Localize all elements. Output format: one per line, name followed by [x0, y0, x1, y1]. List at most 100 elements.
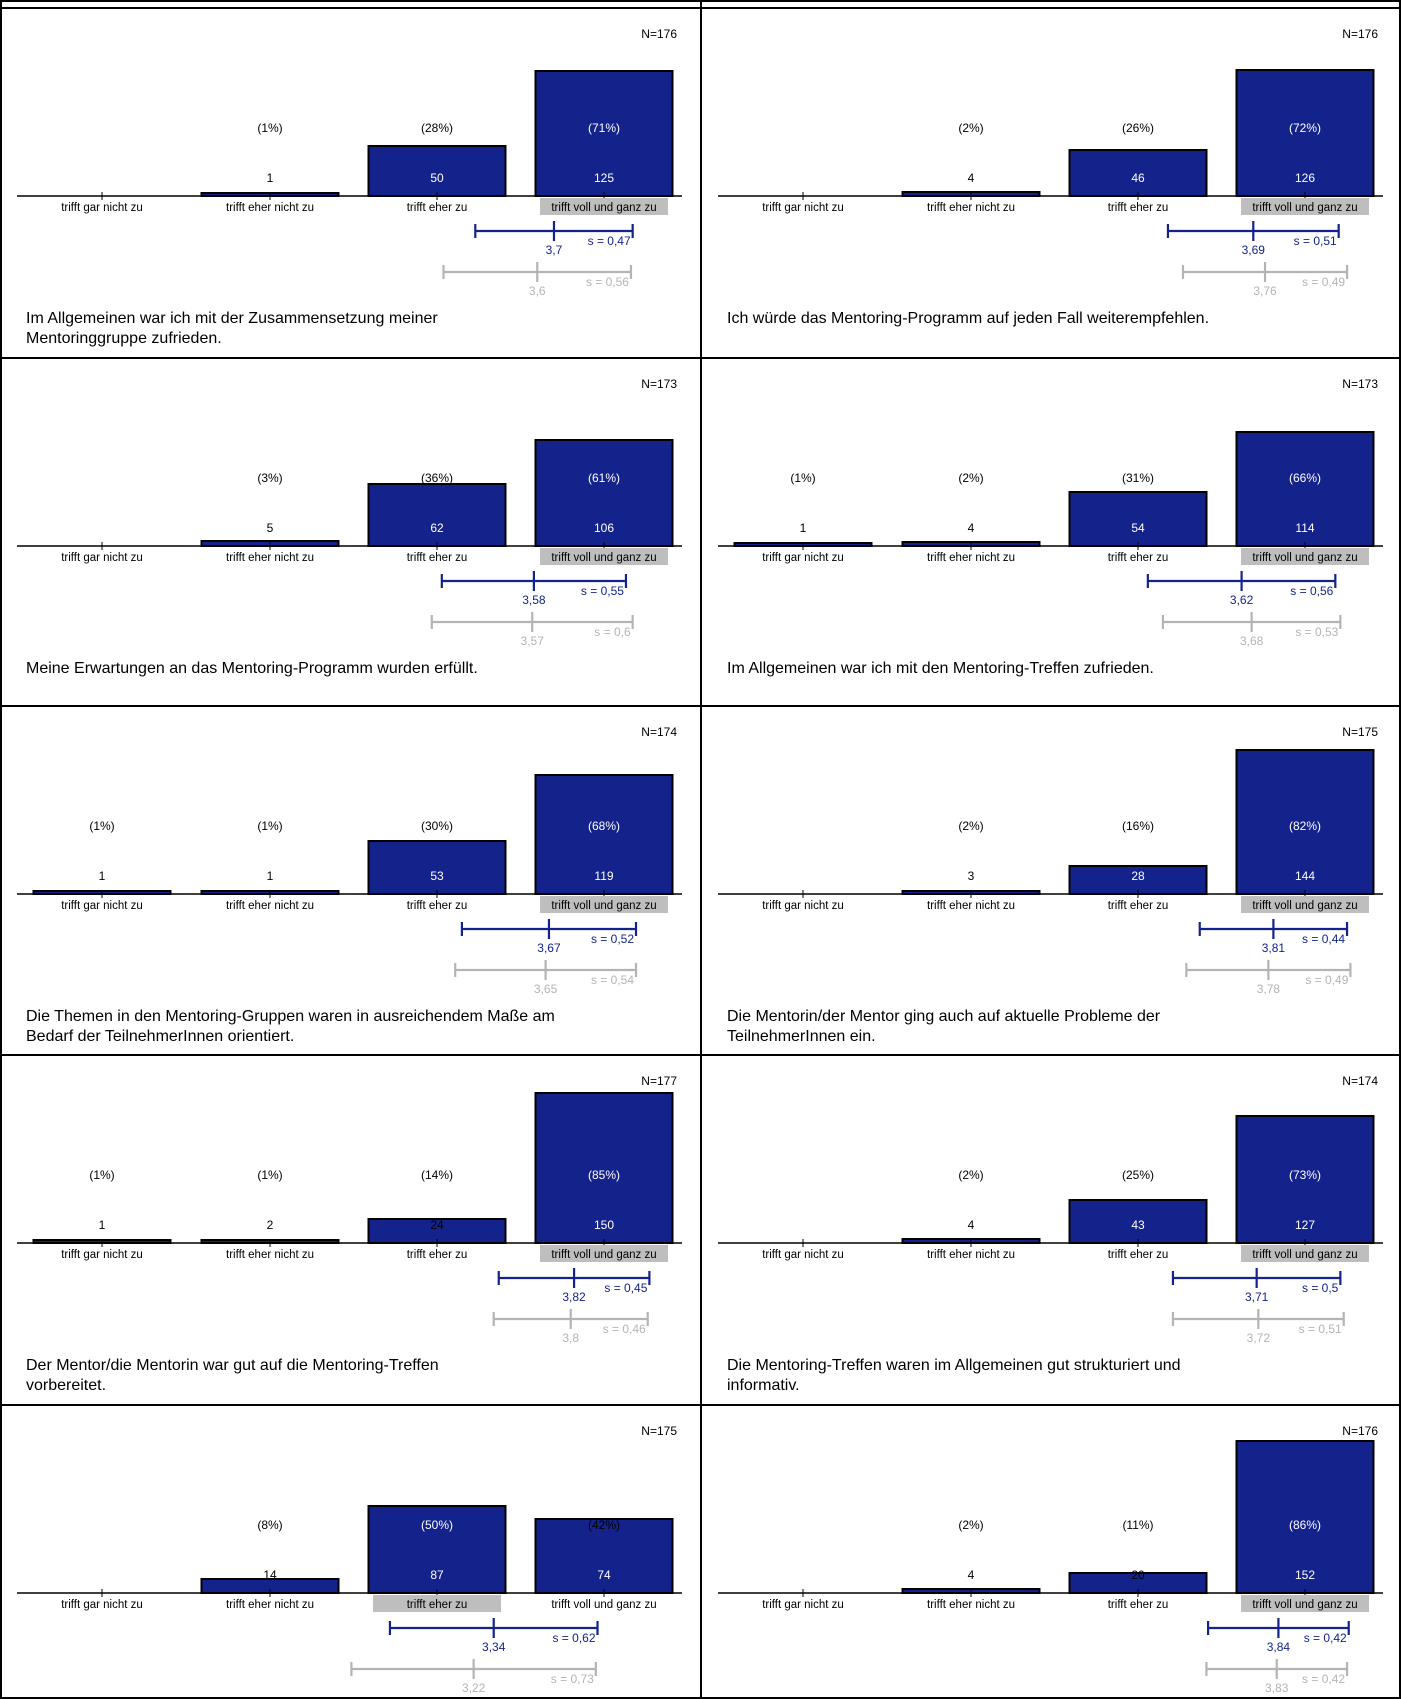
count-label: 3 [968, 869, 975, 883]
category-label: trifft eher nicht zu [226, 1599, 314, 1611]
comparison-sd-label: s = 0,54 [591, 973, 634, 987]
primary-mean-label: 3,67 [537, 941, 561, 955]
count-label: 119 [594, 869, 613, 883]
primary-mean-label: 3,84 [1267, 1640, 1291, 1654]
category-highlight [540, 1245, 668, 1262]
comparison-mean-label: 3,65 [534, 982, 558, 996]
chart-cell-5: N=174 1 (1%) 1 (1%) 53 (30%) 119 (68%) trifft gar… [17, 725, 682, 1045]
caption-line: Meine Erwartungen an das Mentoring-Progr… [26, 660, 478, 677]
primary-mean-label: 3,7 [546, 243, 563, 257]
primary-sd-label: s = 0,5 [1302, 1281, 1339, 1295]
count-label: 24 [430, 1218, 444, 1232]
chart-caption: Meine Erwartungen an das Mentoring-Progr… [26, 660, 478, 677]
count-label: 50 [430, 171, 444, 185]
count-label: 4 [968, 1568, 975, 1582]
percent-label: (28%) [421, 121, 453, 135]
category-highlight [1241, 548, 1369, 565]
percent-label: (2%) [958, 471, 983, 485]
category-label: trifft eher nicht zu [226, 552, 314, 564]
category-label: trifft voll und ganz zu [551, 552, 656, 564]
category-label: trifft eher nicht zu [226, 1249, 314, 1261]
comparison-mean-label: 3,6 [529, 284, 546, 298]
n-label: N=176 [1342, 1424, 1378, 1438]
primary-sd-label: s = 0,42 [1304, 1631, 1347, 1645]
chart-caption: Im Allgemeinen war ich mit den Mentoring… [727, 660, 1154, 677]
percent-label: (50%) [421, 1518, 453, 1532]
chart-cell-6: N=175 3 (2%) 28 (16%) 144 (82%) trifft gar nich… [718, 725, 1383, 1045]
percent-label: (30%) [421, 819, 453, 833]
percent-label: (73%) [1289, 1168, 1321, 1182]
n-label: N=176 [641, 27, 677, 41]
count-label: 2 [267, 1218, 274, 1232]
chart-cell-9: N=175 14 (8%) 87 (50%) 74 (42%) trifft gar nich… [17, 1424, 682, 1695]
count-label: 114 [1295, 521, 1314, 535]
comparison-sd-label: s = 0,51 [1299, 1322, 1342, 1336]
count-label: 14 [263, 1568, 277, 1582]
percent-label: (2%) [958, 819, 983, 833]
category-highlight [373, 1595, 501, 1612]
comparison-sd-label: s = 0,56 [586, 275, 629, 289]
bar [1235, 69, 1375, 197]
caption-line: Die Mentoring-Treffen waren im Allgemein… [727, 1357, 1181, 1374]
caption-line: Ich würde das Mentoring-Programm auf jed… [727, 310, 1209, 327]
percent-label: (2%) [958, 121, 983, 135]
category-label: trifft gar nicht zu [61, 552, 143, 564]
caption-line: Bedarf der TeilnehmerInnen orientiert. [26, 1028, 294, 1045]
comparison-mean-label: 3,68 [1240, 634, 1264, 648]
count-label: 1 [99, 869, 106, 883]
category-label: trifft gar nicht zu [61, 1249, 143, 1261]
caption-line: Die Themen in den Mentoring-Gruppen ware… [26, 1008, 555, 1025]
chart-caption: Die Mentoring-Treffen waren im Allgemein… [727, 1357, 1181, 1394]
count-label: 54 [1131, 521, 1145, 535]
comparison-mean-label: 3,22 [462, 1681, 486, 1695]
category-label: trifft eher nicht zu [927, 1599, 1015, 1611]
count-label: 53 [430, 869, 444, 883]
n-label: N=176 [1342, 27, 1378, 41]
chart-cell-10: N=176 4 (2%) 20 (11%) 152 (86%) trifft gar nich… [718, 1424, 1383, 1695]
category-label: trifft eher nicht zu [927, 900, 1015, 912]
bar [534, 774, 674, 895]
comparison-sd-label: s = 0,6 [594, 625, 631, 639]
category-highlight [1241, 198, 1369, 215]
count-label: 4 [968, 1218, 975, 1232]
category-highlight [1241, 896, 1369, 913]
count-label: 150 [594, 1218, 614, 1232]
category-label: trifft voll und ganz zu [1252, 900, 1357, 912]
percent-label: (86%) [1289, 1518, 1321, 1532]
count-label: 1 [267, 171, 274, 185]
category-label: trifft eher zu [1108, 552, 1169, 564]
comparison-sd-label: s = 0,73 [551, 1672, 594, 1686]
bar [534, 1092, 674, 1244]
comparison-mean-label: 3,76 [1253, 284, 1277, 298]
bar [1235, 1440, 1375, 1594]
category-label: trifft eher nicht zu [927, 1249, 1015, 1261]
comparison-sd-label: s = 0,46 [603, 1322, 646, 1336]
category-label: trifft gar nicht zu [762, 1599, 844, 1611]
bar [1068, 491, 1208, 547]
chart-cell-1: N=176 1 (1%) 50 (28%) 125 (71%) trifft gar nich… [17, 27, 682, 347]
primary-sd-label: s = 0,62 [552, 1631, 595, 1645]
count-label: 106 [594, 521, 614, 535]
category-highlight [540, 198, 668, 215]
category-label: trifft eher zu [1108, 1599, 1169, 1611]
primary-sd-label: s = 0,52 [591, 932, 634, 946]
n-label: N=174 [1342, 1074, 1378, 1088]
percent-label: (72%) [1289, 121, 1321, 135]
bar [367, 840, 507, 895]
bar [534, 1518, 674, 1594]
count-label: 87 [430, 1568, 444, 1582]
count-label: 1 [267, 869, 274, 883]
primary-sd-label: s = 0,45 [604, 1281, 647, 1295]
category-label: trifft voll und ganz zu [1252, 1249, 1357, 1261]
count-label: 5 [267, 521, 274, 535]
category-label: trifft eher zu [407, 1599, 468, 1611]
count-label: 46 [1131, 171, 1145, 185]
percent-label: (25%) [1122, 1168, 1154, 1182]
bar [534, 439, 674, 547]
chart-cell-8: N=174 4 (2%) 43 (25%) 127 (73%) trifft gar nich… [718, 1074, 1383, 1394]
primary-sd-label: s = 0,44 [1302, 932, 1345, 946]
category-label: trifft gar nicht zu [762, 552, 844, 564]
count-label: 152 [1295, 1568, 1315, 1582]
comparison-sd-label: s = 0,53 [1295, 625, 1338, 639]
category-highlight [540, 548, 668, 565]
